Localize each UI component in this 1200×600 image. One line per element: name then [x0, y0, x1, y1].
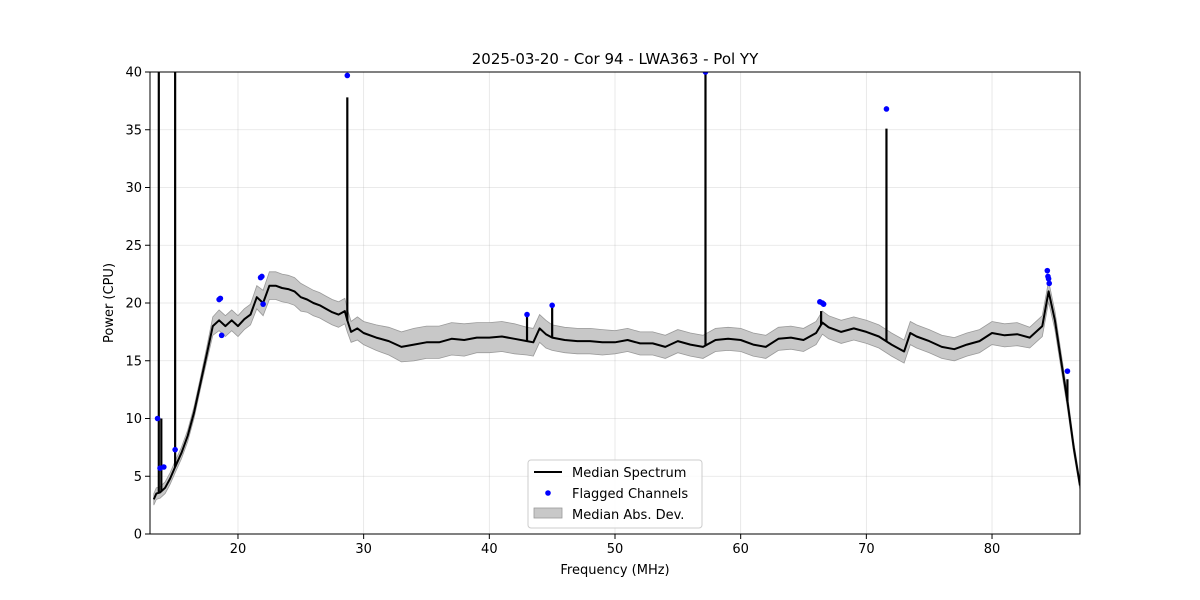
y-tick-label: 40	[125, 66, 142, 81]
y-tick-label: 20	[125, 297, 142, 312]
y-tick-label: 5	[134, 470, 142, 485]
y-tick-label: 10	[125, 412, 142, 427]
x-tick-label: 40	[481, 542, 498, 557]
y-axis-ticks: 0 5 10 15 20 25 30 35 40	[125, 66, 150, 543]
flagged-channel-point	[161, 464, 167, 470]
flagged-channel-point	[702, 72, 709, 75]
y-tick-label: 30	[125, 181, 142, 196]
flagged-channel-point	[820, 301, 827, 307]
x-axis-label: Frequency (MHz)	[560, 563, 669, 578]
y-axis-label: Power (CPU)	[102, 263, 117, 343]
flagged-channel-point	[260, 301, 266, 307]
flagged-channel-point	[154, 415, 161, 422]
x-tick-label: 20	[230, 542, 247, 557]
y-tick-label: 0	[134, 528, 142, 543]
x-axis-ticks: 20 30 40 50 60 70 80	[230, 534, 1001, 557]
legend-patch-swatch	[533, 507, 563, 519]
flagged-channel-point	[1045, 275, 1052, 282]
legend-marker-swatch	[545, 490, 551, 496]
flagged-channel-point	[883, 106, 890, 112]
y-tick-label: 35	[125, 123, 142, 138]
y-tick-label: 15	[125, 354, 142, 369]
legend-entry-median-spectrum: Median Spectrum	[572, 466, 686, 481]
flagged-channel-point	[218, 332, 225, 339]
plot-area	[152, 72, 1080, 506]
flagged-channel-point	[344, 72, 351, 79]
x-tick-label: 50	[607, 542, 624, 557]
y-tick-label: 25	[125, 239, 142, 254]
x-tick-label: 70	[858, 542, 875, 557]
chart-title: 2025-03-20 - Cor 94 - LWA363 - Pol YY	[472, 50, 759, 68]
flagged-channel-point	[524, 311, 530, 318]
legend-box	[527, 459, 703, 529]
flagged-channel-point	[1064, 368, 1071, 374]
flagged-channel-point	[1046, 280, 1053, 287]
flagged-channel-point	[1044, 267, 1051, 274]
x-tick-label: 80	[984, 542, 1001, 557]
x-tick-label: 60	[732, 542, 749, 557]
flagged-channel-point	[172, 446, 178, 453]
flagged-channel-point	[217, 295, 224, 302]
legend: Median Spectrum Flagged Channels Median …	[527, 459, 703, 529]
flagged-channel-point	[259, 273, 265, 280]
median-spectrum-line	[152, 284, 1080, 500]
legend-entry-median-abs-dev: Median Abs. Dev.	[572, 508, 684, 523]
x-tick-label: 30	[355, 542, 372, 557]
flagged-channel-point	[549, 302, 555, 309]
legend-entry-flagged-channels: Flagged Channels	[572, 487, 688, 502]
